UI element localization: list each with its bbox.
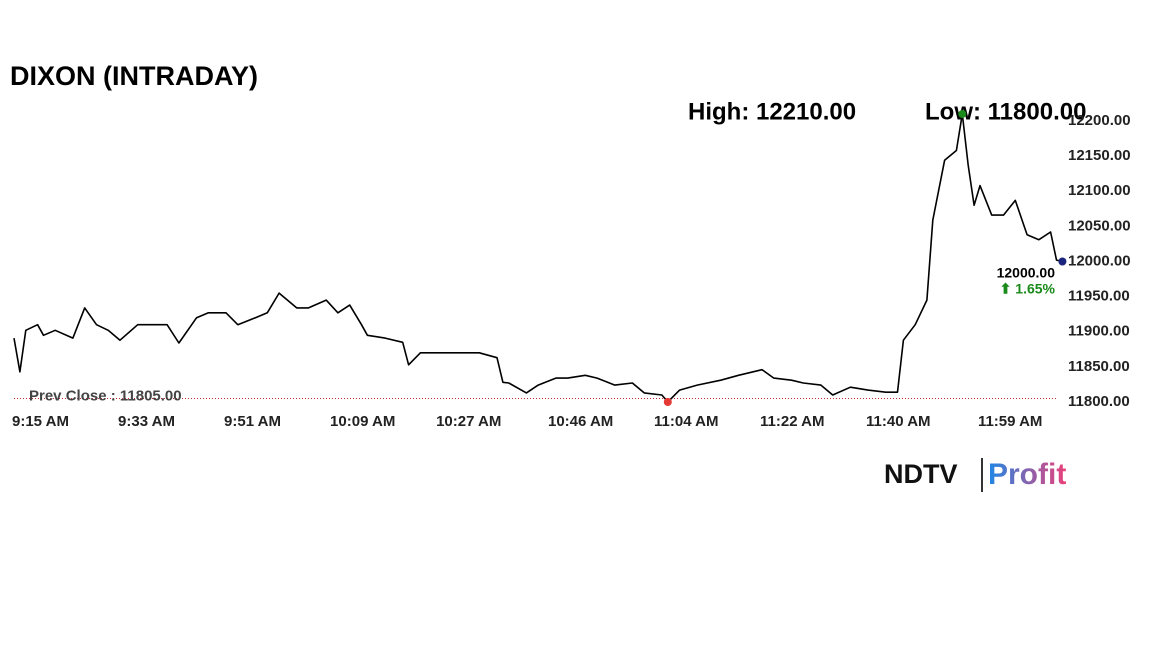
logo-product: Profit [988, 458, 1066, 491]
x-tick-label: 9:15 AM [12, 413, 69, 430]
logo-brand: NDTV [884, 459, 958, 489]
y-tick-label: 12000.00 [1068, 252, 1131, 269]
last-dot [1058, 257, 1067, 266]
x-tick-label: 11:22 AM [760, 413, 824, 430]
last-price: 12000.00 [997, 265, 1056, 281]
x-tick-label: 9:33 AM [118, 413, 175, 430]
chart-title: DIXON (INTRADAY) [10, 61, 258, 91]
high-dot [958, 109, 967, 118]
y-tick-label: 11850.00 [1068, 358, 1130, 375]
high-annotation: High: 12210.00 [688, 98, 856, 125]
low-annotation: Low: 11800.00 [925, 98, 1086, 125]
y-tick-label: 12100.00 [1068, 182, 1131, 199]
prev-close-label: Prev Close : 11805.00 [29, 387, 182, 404]
y-tick-label: 11800.00 [1068, 393, 1130, 410]
y-tick-label: 12050.00 [1068, 217, 1131, 234]
x-tick-label: 10:09 AM [330, 413, 395, 430]
x-tick-label: 11:40 AM [866, 413, 930, 430]
price-line [13, 113, 1063, 403]
low-dot [663, 398, 672, 406]
x-tick-label: 11:59 AM [978, 413, 1042, 430]
change: ⬆ 1.65% [1000, 281, 1056, 297]
x-tick-label: 9:51 AM [224, 413, 281, 430]
x-tick-label: 10:46 AM [548, 413, 613, 430]
x-tick-label: 11:04 AM [654, 413, 718, 430]
y-tick-label: 12200.00 [1068, 112, 1131, 129]
y-tick-label: 11950.00 [1068, 288, 1130, 305]
y-tick-label: 11900.00 [1068, 323, 1130, 340]
x-tick-label: 10:27 AM [436, 413, 501, 430]
y-tick-label: 12150.00 [1068, 147, 1131, 164]
